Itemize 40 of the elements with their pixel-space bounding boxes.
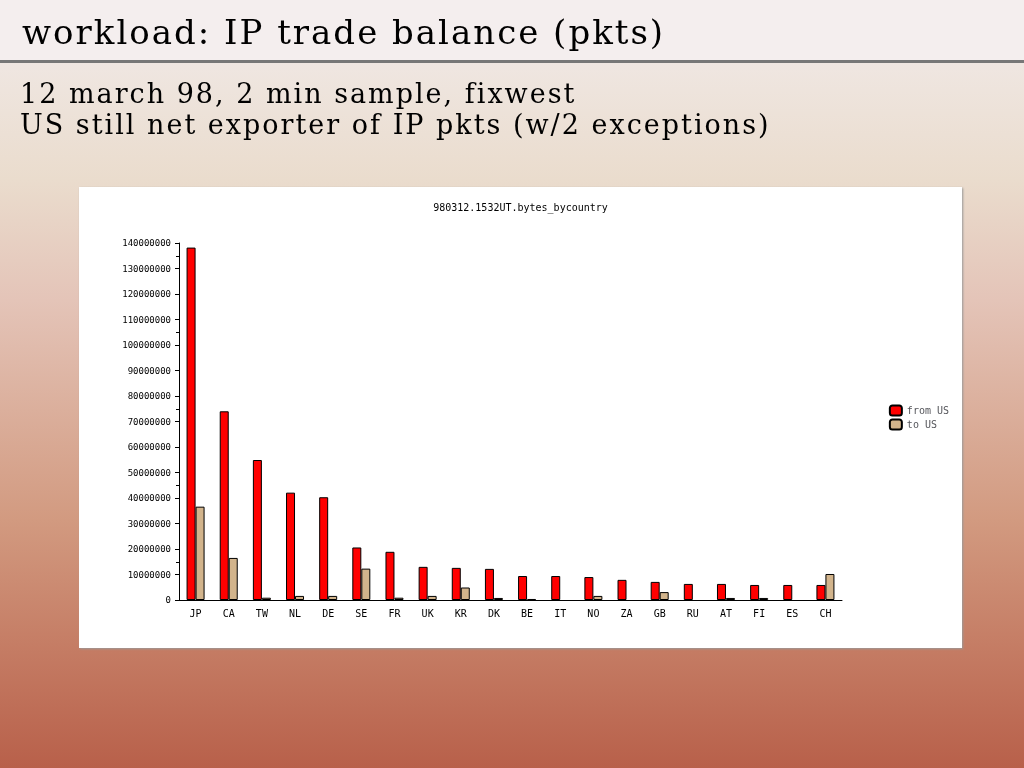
- y-tick-label: 90000000: [127, 365, 171, 376]
- x-tick-label: ZA: [620, 607, 633, 619]
- x-tick-label: IT: [554, 607, 567, 619]
- y-tick-label: 70000000: [127, 416, 171, 427]
- x-tick-label: UK: [421, 607, 434, 619]
- x-tick-label: CA: [222, 607, 235, 619]
- x-tick-label: FR: [388, 607, 402, 619]
- x-tick-label: GB: [653, 607, 666, 619]
- x-tick-label: CH: [819, 607, 832, 619]
- y-tick-label: 110000000: [122, 314, 171, 325]
- x-tick-label: TW: [255, 607, 269, 619]
- y-tick-label: 30000000: [127, 518, 171, 529]
- x-tick-label: DK: [487, 607, 500, 619]
- x-tick-label: SE: [355, 607, 368, 619]
- y-tick-label: 120000000: [122, 289, 171, 299]
- x-tick-label: BE: [521, 607, 534, 619]
- y-tick-label: 20000000: [127, 544, 171, 554]
- x-tick-label: AT: [719, 607, 732, 619]
- text: 980312.1532UT.bytes_bycountry: [433, 201, 608, 214]
- x-tick-label: NL: [289, 607, 302, 619]
- y-tick-label: 130000000: [122, 263, 171, 274]
- y-tick-label: 10000000: [127, 569, 171, 580]
- x-tick-label: ES: [786, 607, 799, 619]
- x-tick-label: JP: [189, 607, 202, 619]
- legend-label: to US: [906, 419, 937, 430]
- x-tick-label: KR: [454, 607, 468, 619]
- x-tick-label: FI: [753, 607, 766, 619]
- y-tick-label: 140000000: [122, 238, 171, 248]
- y-tick-label: 60000000: [127, 442, 171, 452]
- x-tick-label: RU: [686, 607, 699, 619]
- chart-subtitle: 12 march 98, 2 min sample, fixwest US still net exporter of IP pkts (w/2 exceptions): [20, 78, 771, 140]
- x-tick-label: DE: [322, 607, 335, 619]
- y-tick-label: 0: [165, 595, 171, 605]
- x-tick-label: NO: [587, 607, 600, 619]
- y-tick-label: 80000000: [127, 391, 171, 401]
- y-tick-label: 40000000: [127, 493, 171, 503]
- chart-title: workload: IP trade balance (pkts): [22, 12, 666, 52]
- legend-label: from US: [906, 405, 950, 416]
- y-tick-label: 50000000: [127, 467, 171, 478]
- y-tick-label: 100000000: [122, 340, 171, 350]
